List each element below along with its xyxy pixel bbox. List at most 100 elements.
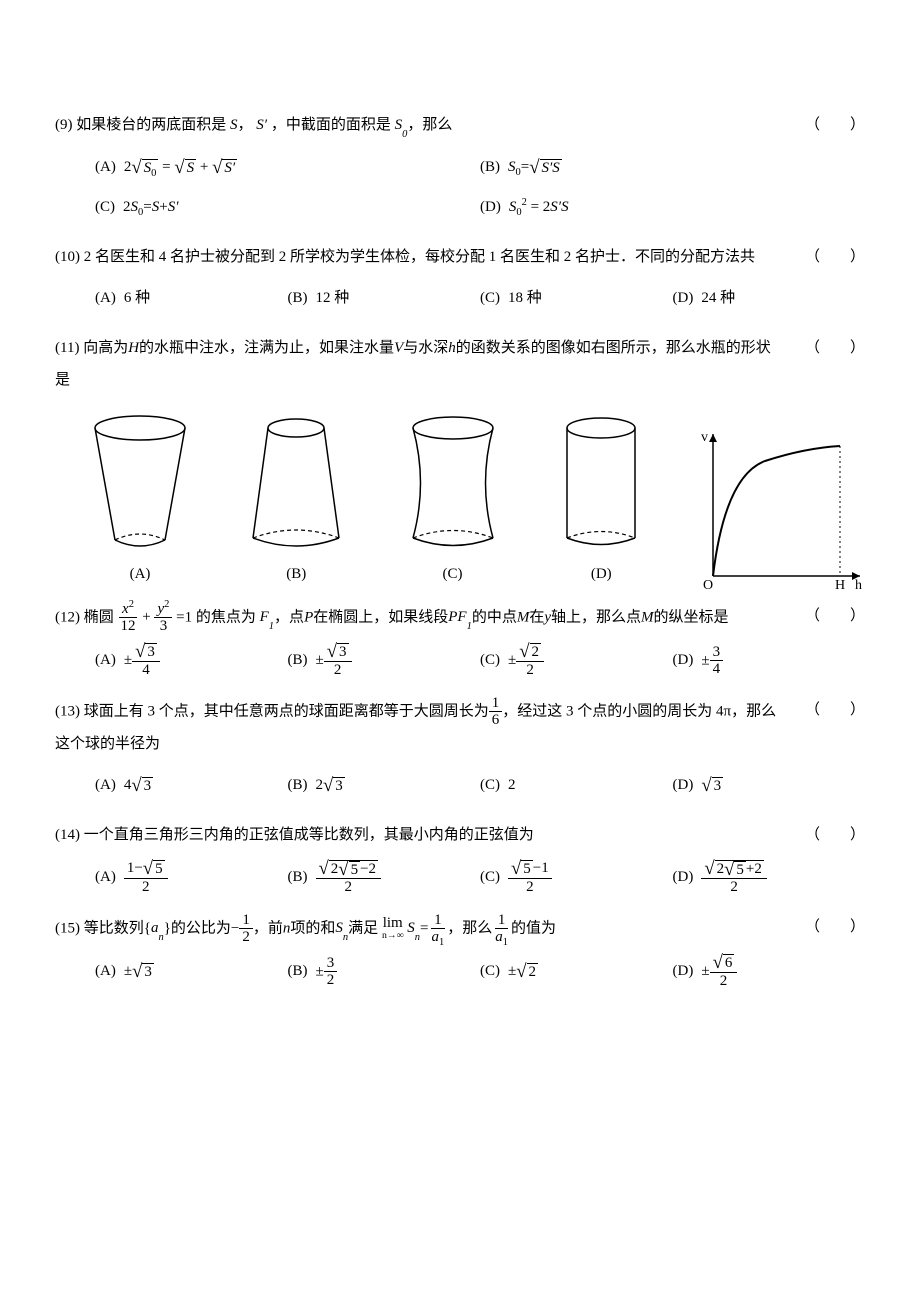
q15-g: 的值为: [511, 920, 556, 936]
q13c-v: 2: [508, 770, 516, 802]
q10-b-val: 12 种: [316, 283, 350, 315]
q14c-i: 5: [521, 860, 533, 878]
q11-shape-d[interactable]: (D): [554, 410, 649, 591]
q10-opt-d[interactable]: (D)24 种: [673, 279, 866, 319]
q15-c: ，前: [253, 920, 283, 936]
q10-a-val: 6 种: [124, 283, 150, 315]
question-13: (13) 球面上有 3 个点，其中任意两点的球面距离都等于大圆周长为16，经过这…: [55, 695, 865, 807]
q11-b: 的水瓶中注水，注满为止，如果注水量: [139, 340, 394, 356]
q15-opt-d[interactable]: (D)±√62: [673, 952, 866, 992]
q12b-d: 2: [331, 662, 345, 679]
q12-num: (12): [55, 609, 80, 625]
q11-stem: (11) 向高为H的水瓶中注水，注满为止，如果注水量V与水深h的函数关系的图像如…: [55, 333, 865, 396]
q15-in2: 1: [495, 912, 509, 930]
q15-opt-b[interactable]: (B)±32: [288, 952, 481, 992]
q9-S0: S: [395, 117, 403, 133]
q9-a-lbl: (A): [95, 152, 116, 184]
q12-b: ，点: [274, 609, 304, 625]
q15-opt-a[interactable]: (A)±√3: [95, 952, 288, 992]
q12-PFs: 1: [467, 621, 472, 632]
q15c-v: 2: [527, 963, 539, 981]
q13-opt-c[interactable]: (C)2: [480, 766, 673, 806]
vh-curve-icon: v h O H: [695, 426, 865, 591]
q14-opt-b[interactable]: (B) √2√5−22: [288, 858, 481, 898]
q14-opt-c[interactable]: (C) √5−12: [480, 858, 673, 898]
q11-shape-c[interactable]: (C): [398, 410, 508, 591]
q15-opt-c[interactable]: (C)±√2: [480, 952, 673, 992]
q10-paren: （ ）: [805, 242, 865, 274]
q10-opt-c[interactable]: (C)18 种: [480, 279, 673, 319]
q9-opt-a[interactable]: (A) 2√S0 = √S + √S′: [95, 148, 480, 188]
q15d-d: 2: [717, 973, 731, 990]
q9-options: (A) 2√S0 = √S + √S′ (B) S0=√S′S (C) 2S0=…: [95, 148, 865, 228]
q10-opt-a[interactable]: (A)6 种: [95, 279, 288, 319]
q12-den1: 12: [118, 618, 139, 635]
q13a-r: 3: [142, 777, 154, 795]
q10-opt-b[interactable]: (B)12 种: [288, 279, 481, 319]
q13b-lbl: (B): [288, 770, 308, 802]
q13b-v: 2: [316, 777, 324, 793]
q9-S0sub: 0: [402, 129, 407, 140]
q14-stem: (14) 一个直角三角形三内角的正弦值成等比数列，其最小内角的正弦值为 （ ）: [55, 820, 865, 852]
q12-stem: (12) 椭圆 x212 + y23 =1 的焦点为 F1，点P在椭圆上，如果线…: [55, 601, 865, 635]
q15-lims: n→∞: [382, 931, 404, 941]
q14a-p: 1−: [127, 860, 143, 876]
q13-opt-a[interactable]: (A)4√3: [95, 766, 288, 806]
q12a-pm: ±: [124, 652, 132, 668]
q12-g: 的纵坐标是: [654, 609, 729, 625]
q15-options: (A)±√3 (B)±32 (C)±√2 (D)±√62: [95, 952, 865, 992]
q12c-d: 2: [523, 662, 537, 679]
q10-c-lbl: (C): [480, 283, 500, 315]
q9-opt-d[interactable]: (D) S02 = 2S′S: [480, 188, 865, 228]
q15-ans: n: [158, 932, 163, 943]
q12-P: P: [304, 609, 313, 625]
q12-opt-d[interactable]: (D)±34: [673, 641, 866, 681]
q15-hn: 1: [239, 912, 253, 930]
q15d-pm: ±: [701, 963, 709, 979]
q11-d-lbl: (D): [554, 559, 649, 591]
q10-d-lbl: (D): [673, 283, 694, 315]
q14c-lbl: (C): [480, 862, 500, 894]
question-10: (10) 2 名医生和 4 名护士被分配到 2 所学校为学生体检，每校分配 1 …: [55, 242, 865, 320]
q15-d: 项的和: [290, 920, 335, 936]
q11-paren: （ ）: [805, 333, 865, 365]
q14-opt-d[interactable]: (D) √2√5+22: [673, 858, 866, 898]
q13-opt-b[interactable]: (B)2√3: [288, 766, 481, 806]
q12b-n: 3: [337, 643, 349, 661]
q9-d-lbl: (D): [480, 192, 501, 224]
q14b-c: 2: [331, 861, 339, 877]
q13-a: 球面上有 3 个点，其中任意两点的球面距离都等于大圆周长为: [84, 703, 489, 719]
q15-in: 1: [431, 912, 445, 930]
q12-opt-b[interactable]: (B)±√32: [288, 641, 481, 681]
q12a-d: 4: [139, 662, 153, 679]
q13-opt-d[interactable]: (D)√3: [673, 766, 866, 806]
axis-origin-label: O: [703, 578, 713, 591]
q12-opt-c[interactable]: (C)±√22: [480, 641, 673, 681]
q15d-lbl: (D): [673, 956, 694, 988]
q11-shape-b[interactable]: (B): [241, 410, 351, 591]
q15-Sn: S: [335, 920, 343, 936]
q14-opt-a[interactable]: (A) 1−√52: [95, 858, 288, 898]
axis-v-label: v: [701, 430, 708, 445]
q9-b-lbl: (B): [480, 152, 500, 184]
q9-paren: （ ）: [805, 110, 865, 142]
q13-fn: 1: [489, 695, 503, 713]
q15-stem: (15) 等比数列{an}的公比为−12，前n项的和Sn满足 limn→∞ Sn…: [55, 912, 865, 946]
q11-V: V: [394, 340, 403, 356]
q9-opt-c[interactable]: (C) 2S0=S+S′: [95, 188, 480, 228]
q12d-n: 3: [710, 644, 724, 662]
q9-S: S: [230, 117, 238, 133]
q14b-lbl: (B): [288, 862, 308, 894]
q9-opt-b[interactable]: (B) S0=√S′S: [480, 148, 865, 188]
q15-f: ，那么: [447, 920, 492, 936]
q11-c-lbl: (C): [398, 559, 508, 591]
q11-shape-a[interactable]: (A): [85, 410, 195, 591]
q14d-i: 5: [734, 861, 746, 879]
q12-opt-a[interactable]: (A)±√34: [95, 641, 288, 681]
q15-ids: 1: [439, 937, 444, 948]
q12-a: 椭圆: [84, 609, 114, 625]
q15-ida2: a: [495, 929, 503, 945]
q13d-lbl: (D): [673, 770, 694, 802]
q12-Fs: 1: [269, 621, 274, 632]
q14a-lbl: (A): [95, 862, 116, 894]
